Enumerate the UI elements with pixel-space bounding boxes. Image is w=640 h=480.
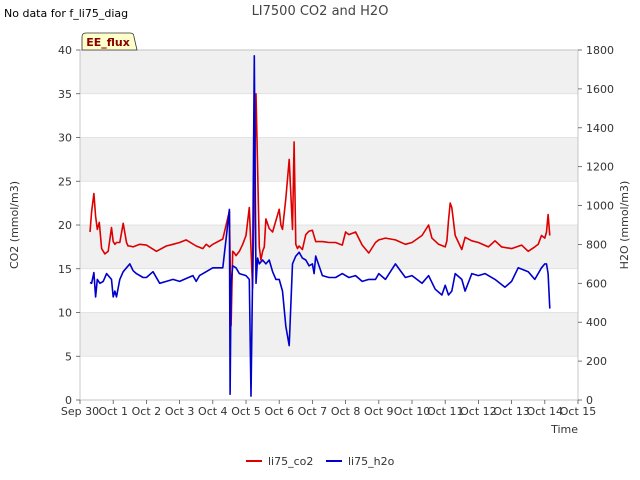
y2-tick-label: 1600 (586, 83, 614, 96)
y2-tick-label: 400 (586, 316, 607, 329)
x-tick-label: Oct 2 (132, 405, 162, 418)
ee-flux-badge: EE_flux (81, 32, 138, 51)
y-axis-label: CO2 (mmol/m3) (8, 181, 21, 269)
y2-tick-label: 1200 (586, 161, 614, 174)
y2-tick-label: 1400 (586, 122, 614, 135)
x-tick-label: Oct 1 (98, 405, 128, 418)
corner-note: No data for f_li75_diag (4, 7, 128, 20)
x-tick-label: Oct 15 (560, 405, 597, 418)
x-tick-label: Oct 11 (427, 405, 464, 418)
plot-bands (80, 50, 578, 357)
y-tick-label: 30 (58, 132, 72, 145)
plot-band (80, 50, 578, 94)
x-tick-label: Oct 13 (493, 405, 530, 418)
legend-label-h2o: li75_h2o (348, 455, 395, 468)
x-tick-label: Oct 14 (527, 405, 564, 418)
y2-tick-label: 600 (586, 277, 607, 290)
y-tick-label: 35 (58, 88, 72, 101)
legend: li75_co2 li75_h2o (246, 455, 395, 468)
x-tick-label: Sep 30 (61, 405, 99, 418)
x-tick-label: Oct 4 (198, 405, 228, 418)
y-tick-label: 15 (58, 263, 72, 276)
x-tick-label: Oct 10 (394, 405, 431, 418)
y2-tick-label: 1800 (586, 44, 614, 57)
y2-axis-label: H2O (mmol/m3) (618, 181, 631, 270)
x-tick-label: Oct 9 (364, 405, 394, 418)
y2-tick-label: 0 (586, 394, 593, 407)
chart-title: LI7500 CO2 and H2O (252, 4, 389, 19)
badge-label: EE_flux (86, 36, 130, 49)
x-tick-label: Oct 7 (298, 405, 328, 418)
y-tick-label: 0 (65, 394, 72, 407)
x-axis-ticks: Sep 30 Oct 1 Oct 2 Oct 3 Oct 4 Oct 5 Oct 6 Oct … (61, 400, 596, 418)
y-tick-label: 40 (58, 44, 72, 57)
x-tick-label: Oct 12 (460, 405, 497, 418)
y2-tick-label: 800 (586, 238, 607, 251)
y2-axis-ticks: 0 200 400 600 800 1000 1200 1400 1600 1800 (578, 44, 614, 407)
y2-tick-label: 200 (586, 355, 607, 368)
series-line-li75_co2 (89, 93, 551, 327)
x-axis-label: Time (550, 423, 578, 436)
legend-label-co2: li75_co2 (268, 455, 313, 468)
y2-tick-label: 1000 (586, 200, 614, 213)
series-line-li75_h2o (89, 54, 551, 397)
series-lines (89, 54, 551, 397)
y-axis-ticks: 0 5 10 15 20 25 30 35 40 (58, 44, 80, 407)
y-tick-label: 5 (65, 350, 72, 363)
plot-band (80, 137, 578, 182)
x-tick-label: Oct 6 (264, 405, 294, 418)
x-tick-label: Oct 8 (331, 405, 361, 418)
plot-band (80, 312, 578, 357)
y-tick-label: 20 (58, 219, 72, 232)
y-tick-label: 25 (58, 175, 72, 188)
x-tick-label: Oct 3 (165, 405, 195, 418)
y-tick-label: 10 (58, 307, 72, 320)
x-tick-label: Oct 5 (231, 405, 261, 418)
